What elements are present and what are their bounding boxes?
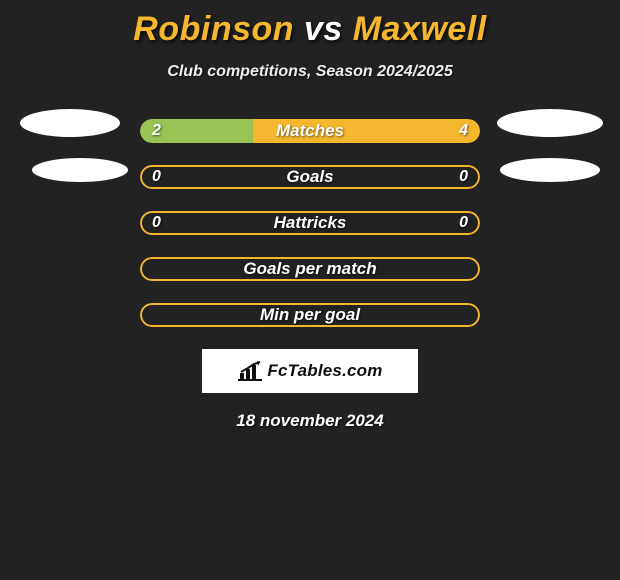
player2-ellipse bbox=[500, 158, 600, 182]
stats-stage: 24Matches00Goals00HattricksGoals per mat… bbox=[0, 119, 620, 327]
stat-row: Min per goal bbox=[0, 303, 620, 327]
brand-text: FcTables.com bbox=[267, 361, 382, 381]
stat-bar bbox=[140, 303, 480, 327]
player1-ellipse bbox=[20, 109, 120, 137]
stat-value-right: 0 bbox=[459, 211, 468, 235]
date-label: 18 november 2024 bbox=[0, 411, 620, 431]
stat-value-left: 0 bbox=[152, 165, 161, 189]
comparison-title: Robinson vs Maxwell bbox=[0, 0, 620, 49]
subtitle: Club competitions, Season 2024/2025 bbox=[0, 63, 620, 81]
bar-outline bbox=[140, 211, 480, 235]
stat-bar bbox=[140, 211, 480, 235]
bar-outline bbox=[140, 257, 480, 281]
stat-bar bbox=[140, 257, 480, 281]
stat-row: 24Matches bbox=[0, 119, 620, 143]
bar-outline bbox=[140, 303, 480, 327]
player1-name: Robinson bbox=[133, 10, 294, 48]
stat-row: 00Goals bbox=[0, 165, 620, 189]
stat-row: Goals per match bbox=[0, 257, 620, 281]
stat-bar bbox=[140, 119, 480, 143]
bar-fill-right bbox=[253, 119, 480, 143]
stat-value-left: 2 bbox=[152, 119, 161, 143]
player2-name: Maxwell bbox=[353, 10, 487, 48]
brand-bars-icon bbox=[237, 361, 263, 381]
stat-value-right: 0 bbox=[459, 165, 468, 189]
stat-bar bbox=[140, 165, 480, 189]
player2-ellipse bbox=[497, 109, 603, 137]
stat-row: 00Hattricks bbox=[0, 211, 620, 235]
brand-box: FcTables.com bbox=[202, 349, 418, 393]
stat-value-right: 4 bbox=[459, 119, 468, 143]
title-vs: vs bbox=[304, 10, 343, 48]
stat-value-left: 0 bbox=[152, 211, 161, 235]
player1-ellipse bbox=[32, 158, 128, 182]
bar-outline bbox=[140, 165, 480, 189]
